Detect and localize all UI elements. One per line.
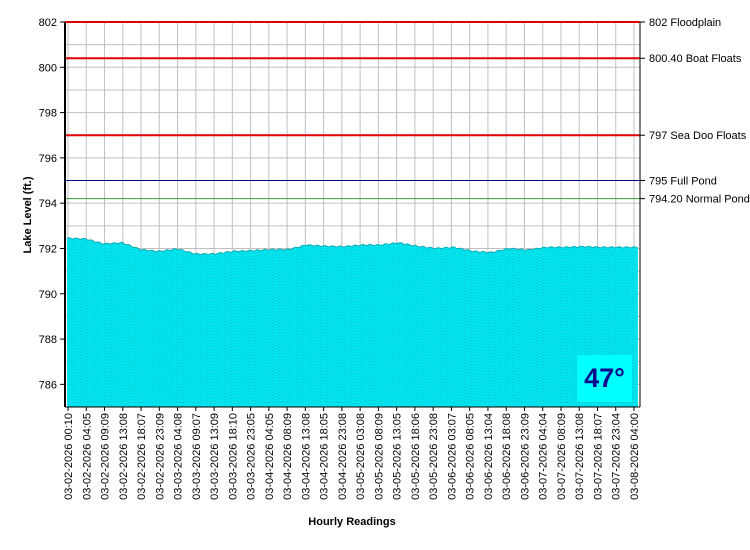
x-tick-label: 03-02-2026 04:05 (81, 413, 93, 500)
area-layer (66, 237, 639, 407)
x-tick-label: 03-04-2026 08:09 (282, 413, 294, 500)
reference-label: 794.20 Normal Pond (649, 194, 750, 206)
series-area (67, 237, 638, 407)
x-tick-label: 03-06-2026 18:08 (501, 413, 513, 500)
reference-label: 800.40 Boat Floats (649, 53, 742, 65)
y-tick-label: 800 (39, 62, 57, 74)
y-tick-label: 798 (39, 108, 57, 120)
y-tick-label: 802 (39, 17, 57, 29)
y-tick-label: 786 (39, 379, 57, 391)
x-tick-label: 03-06-2026 13:04 (483, 413, 495, 500)
x-tick-label: 03-06-2026 03:07 (446, 413, 458, 500)
x-tick-label: 03-07-2026 23:04 (611, 413, 623, 500)
y-tick-label: 794 (39, 198, 57, 210)
x-tick-label: 03-05-2026 18:06 (410, 413, 422, 500)
x-tick-label: 03-04-2026 18:05 (319, 413, 331, 500)
y-tick-labels: 786 788 790 792 794 796 798 800 802 (39, 17, 65, 391)
reference-label: 802 Floodplain (649, 17, 721, 29)
y-axis-title: Lake Level (ft.) (22, 176, 34, 253)
y-tick-label: 796 (39, 153, 57, 165)
y-tick-label: 790 (39, 289, 57, 301)
x-tick-label: 03-04-2026 23:08 (337, 413, 349, 500)
x-tick-label: 03-08-2026 04:00 (629, 413, 641, 500)
x-tick-label: 03-03-2026 04:08 (173, 413, 185, 500)
x-tick-labels: 03-02-2026 00:10 03-02-2026 04:05 03-02-20… (63, 407, 641, 500)
x-tick-label: 03-05-2026 23:08 (428, 413, 440, 500)
x-tick-label: 03-02-2026 18:07 (136, 413, 148, 500)
x-tick-label: 03-07-2026 04:04 (538, 413, 550, 500)
x-tick-label: 03-02-2026 23:09 (154, 413, 166, 500)
temperature-badge: 47° (577, 355, 632, 402)
x-tick-label: 03-02-2026 09:09 (100, 413, 112, 500)
reference-label: 795 Full Pond (649, 176, 717, 188)
x-tick-label: 03-04-2026 04:05 (264, 413, 276, 500)
x-tick-label: 03-06-2026 23:09 (519, 413, 531, 500)
x-tick-label: 03-06-2026 08:05 (465, 413, 477, 500)
x-tick-label: 03-07-2026 08:09 (556, 413, 568, 500)
reference-label: 797 Sea Doo Floats (649, 130, 747, 142)
x-tick-label: 03-05-2026 03:08 (355, 413, 367, 500)
x-axis-title: Hourly Readings (308, 516, 395, 528)
x-tick-label: 03-02-2026 00:10 (63, 413, 75, 500)
x-tick-label: 03-03-2026 18:10 (227, 413, 239, 500)
y-tick-label: 788 (39, 334, 57, 346)
x-tick-label: 03-05-2026 13:05 (392, 413, 404, 500)
x-tick-label: 03-04-2026 13:08 (300, 413, 312, 500)
x-tick-label: 03-07-2026 18:07 (592, 413, 604, 500)
x-tick-label: 03-03-2026 23:05 (246, 413, 258, 500)
x-tick-label: 03-02-2026 13:08 (118, 413, 130, 500)
series-outline (66, 237, 639, 256)
y-tick-label: 792 (39, 243, 57, 255)
x-tick-label: 03-07-2026 13:08 (574, 413, 586, 500)
reference-lines: 802 Floodplain 800.40 Boat Floats 797 Sea … (65, 17, 750, 206)
x-tick-label: 03-03-2026 13:09 (209, 413, 221, 500)
x-tick-label: 03-03-2026 09:07 (191, 413, 203, 500)
axes (64, 22, 641, 408)
x-tick-label: 03-05-2026 08:09 (373, 413, 385, 500)
